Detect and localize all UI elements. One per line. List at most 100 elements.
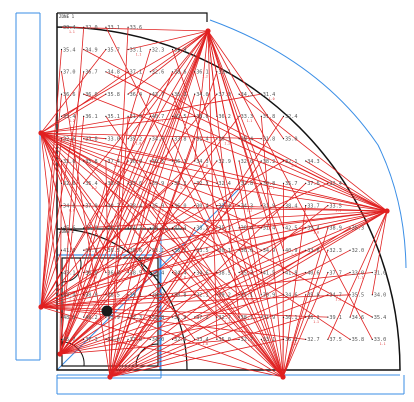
grid-value: 34.9 <box>85 47 98 53</box>
grid-value: 36.7 <box>85 70 98 76</box>
grid-dot <box>171 316 174 318</box>
grid-value: 35.8 <box>107 92 120 98</box>
grid-value: 36.5 <box>107 248 120 254</box>
grid-value: 32.3 <box>329 248 342 254</box>
grid-dot <box>105 205 107 207</box>
grid-value: 38.5 <box>107 293 120 299</box>
coverage-ray <box>238 93 388 212</box>
grid-sub-value: 0.8 <box>91 275 97 279</box>
grid-value: 36.3 <box>174 92 187 98</box>
grid-dot <box>127 138 129 140</box>
grid-dot <box>305 205 307 207</box>
grid-dot <box>305 182 307 184</box>
coverage-ray <box>282 250 329 378</box>
grid-value: 35.3 <box>218 226 231 232</box>
grid-value: 31.8 <box>263 137 276 143</box>
grid-dot <box>282 182 285 184</box>
grid-dot <box>105 48 107 51</box>
grid-dot <box>60 160 63 162</box>
room-outline <box>56 13 401 371</box>
grid-dot <box>83 271 85 274</box>
grid-value: 34.3 <box>307 159 320 165</box>
coverage-ray <box>109 339 129 378</box>
grid-sub-value: 1.1 <box>335 208 341 212</box>
grid-dot <box>349 338 351 340</box>
coverage-ray <box>109 205 329 378</box>
grid-value: 38.6 <box>196 114 209 120</box>
coverage-ray <box>83 138 388 212</box>
coverage-ray <box>59 294 284 355</box>
grid-dot <box>238 316 240 318</box>
grid-value: 42.5 <box>285 226 298 232</box>
grid-value: 36.8 <box>107 270 120 276</box>
grid-dot <box>149 160 151 162</box>
grid-value: 32.8 <box>85 226 98 232</box>
grid-dot <box>216 138 218 140</box>
coverage-ray <box>109 272 196 378</box>
grid-dot <box>194 271 196 274</box>
grid-value: 32.8 <box>241 181 254 187</box>
coverage-ray <box>83 49 388 212</box>
dimension-arc <box>209 19 407 269</box>
coverage-ray <box>127 30 209 95</box>
grid-dot <box>260 138 262 140</box>
grid-sub-value: 1.1 <box>180 186 186 190</box>
grid-dot <box>60 271 63 274</box>
grid-value: 36.4 <box>130 92 143 98</box>
grid-dot <box>60 227 63 229</box>
coverage-ray <box>59 27 85 355</box>
coverage-ray <box>282 272 329 378</box>
grid-value: 32.4 <box>329 181 342 187</box>
grid-dot <box>327 271 329 274</box>
grid-dot <box>171 48 174 51</box>
coverage-ray <box>128 30 209 50</box>
coverage-ray <box>327 210 388 340</box>
emitter-7-icon <box>57 351 63 357</box>
grid-value: 39.9 <box>263 293 276 299</box>
coverage-ray <box>40 132 373 318</box>
grid-dot <box>327 227 329 229</box>
grid-dot <box>305 316 307 318</box>
coverage-ray <box>59 249 306 355</box>
grid-dot <box>60 205 63 207</box>
grid-value: 36.9 <box>85 248 98 254</box>
coverage-ray <box>40 132 173 162</box>
grid-value: 32.4 <box>218 181 231 187</box>
grid-sub-value: 1.1 <box>91 97 97 101</box>
coverage-ray <box>127 30 209 251</box>
grid-sub-value: 1.0 <box>335 298 341 302</box>
grid-value: 38.8 <box>174 293 187 299</box>
coverage-ray <box>172 49 284 378</box>
coverage-ray <box>40 294 351 308</box>
grid-value: 32.6 <box>152 70 165 76</box>
coverage-ray <box>59 160 62 355</box>
coverage-ray <box>194 182 388 212</box>
grid-dot <box>194 205 196 207</box>
coverage-ray <box>59 71 173 355</box>
grid-value: 39.8 <box>263 181 276 187</box>
grid-value: 36.0 <box>85 270 98 276</box>
grid-dot <box>371 294 373 296</box>
grid-value: 36.1 <box>174 159 187 165</box>
coverage-ray <box>40 116 151 308</box>
grid-dot <box>305 249 307 251</box>
grid-dot <box>105 93 107 95</box>
grid-value: 36.2 <box>174 248 187 254</box>
grid-dot <box>327 316 329 318</box>
grid-value: 33.1 <box>107 25 120 31</box>
grid-dot <box>282 205 285 207</box>
grid-dot <box>105 182 107 184</box>
grid-dot <box>127 48 129 51</box>
coverage-ray <box>40 49 107 134</box>
grid-value: 33.9 <box>107 315 120 321</box>
grid-value: 31.6 <box>130 114 143 120</box>
grid-dot <box>105 271 107 274</box>
grid-sub-value: 1.2 <box>69 119 75 123</box>
coverage-ray <box>238 210 388 273</box>
coverage-ray <box>109 294 173 378</box>
coverage-ray <box>260 116 284 378</box>
grid-value: 31.9 <box>174 315 187 321</box>
grid-value: 32.7 <box>241 337 254 343</box>
grid-value: 34.6 <box>63 203 76 209</box>
grid-value: 33.5 <box>329 203 342 209</box>
